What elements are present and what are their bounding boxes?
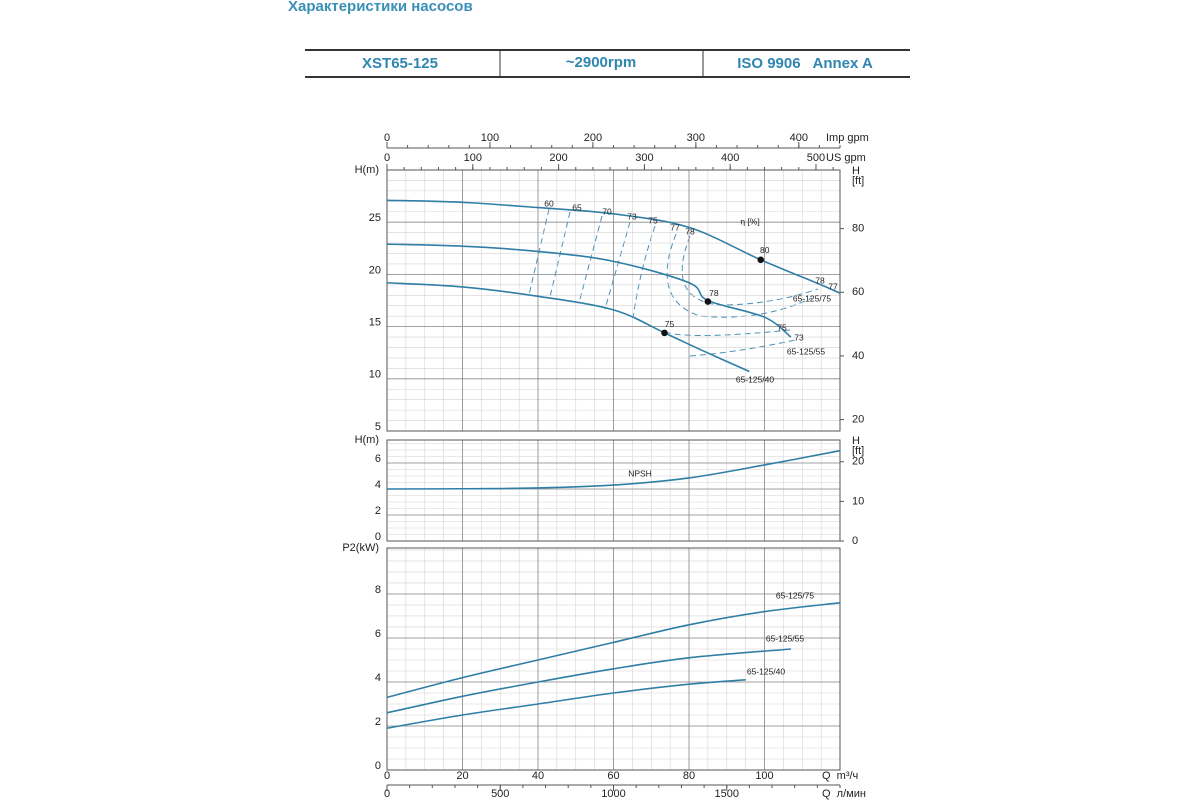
curve xyxy=(386,281,750,373)
x2-tick-label: 0 xyxy=(384,152,390,164)
curve xyxy=(386,449,841,490)
curve-label: 65-125/75 xyxy=(793,293,832,303)
x2-axis-label: Imp gpm xyxy=(826,132,869,144)
table-cell: ~2900rpm xyxy=(566,54,636,71)
plot-frame xyxy=(386,547,841,771)
curve xyxy=(386,601,841,699)
y-tick-label: 6 xyxy=(375,628,381,640)
x3-axis-label: Q л/мин xyxy=(822,788,866,800)
best-efficiency-point xyxy=(704,298,712,305)
efficiency-label: 78 xyxy=(815,275,825,285)
efficiency-label: 65 xyxy=(572,202,582,212)
efficiency-label: 77 xyxy=(670,222,680,232)
efficiency-label: η [%] xyxy=(740,216,759,226)
x2-tick-label: 400 xyxy=(790,132,808,144)
y-tick-label: 0 xyxy=(375,531,381,543)
efficiency-label: 75 xyxy=(648,215,658,225)
x3-tick-label: 1000 xyxy=(601,788,625,800)
y-tick-label: 20 xyxy=(369,264,381,276)
x3-tick-label: 500 xyxy=(491,788,509,800)
y2-tick-label: 20 xyxy=(852,413,864,425)
y-tick-label: 10 xyxy=(369,369,381,381)
y2-tick-label: 80 xyxy=(852,223,864,235)
x-tick-label: 60 xyxy=(607,770,619,782)
x3-tick-label: 0 xyxy=(384,788,390,800)
efficiency-label: 77 xyxy=(828,281,838,291)
y2-axis-label: H xyxy=(852,165,860,177)
x-tick-label: 80 xyxy=(683,770,695,782)
x-axis-label: Q m³/ч xyxy=(822,770,858,782)
page-title: Характеристики насосов xyxy=(288,0,473,15)
curve xyxy=(386,243,792,338)
x-tick-label: 100 xyxy=(755,770,773,782)
curve xyxy=(386,648,791,714)
curve-label: 65-125/40 xyxy=(747,666,786,676)
curve xyxy=(386,678,746,729)
curve-label: 65-125/55 xyxy=(766,633,805,643)
x-tick-label: 40 xyxy=(532,770,544,782)
x2-tick-label: 200 xyxy=(584,132,602,144)
y-tick-label: 6 xyxy=(375,453,381,465)
x2-tick-label: 200 xyxy=(549,152,567,164)
curve-label: 65-125/55 xyxy=(787,346,826,356)
curve-label: 65-125/75 xyxy=(776,590,815,600)
efficiency-label: 75 xyxy=(777,322,787,332)
y-tick-label: 2 xyxy=(375,716,381,728)
x2-tick-label: 300 xyxy=(687,132,705,144)
curve-label: 65-125/40 xyxy=(736,374,775,384)
x2-tick-label: 100 xyxy=(481,132,499,144)
x-tick-label: 0 xyxy=(384,770,390,782)
y-tick-label: 25 xyxy=(369,212,381,224)
best-efficiency-point xyxy=(757,256,765,264)
y2-tick-label: 60 xyxy=(852,286,864,298)
x2-tick-label: 0 xyxy=(384,132,390,144)
x2-tick-label: 400 xyxy=(721,152,739,164)
y-tick-label: 15 xyxy=(369,317,381,329)
y-tick-label: 0 xyxy=(375,760,381,772)
y2-axis-label: H xyxy=(852,435,860,447)
efficiency-label: 73 xyxy=(627,211,637,221)
y-axis-label: H(m) xyxy=(355,164,379,176)
efficiency-label: 75 xyxy=(665,319,675,329)
y-tick-label: 2 xyxy=(375,505,381,517)
best-efficiency-point xyxy=(661,329,668,337)
y-tick-label: 8 xyxy=(375,584,381,596)
y2-axis-label: [ft] xyxy=(852,445,864,457)
y-tick-label: 4 xyxy=(375,672,381,684)
y2-tick-label: 20 xyxy=(852,456,864,468)
y-tick-label: 4 xyxy=(375,479,381,491)
curve-label: NPSH xyxy=(628,468,652,478)
y2-axis-label: [ft] xyxy=(852,175,864,187)
efficiency-label: 78 xyxy=(709,288,719,298)
plot-frame xyxy=(386,439,841,542)
efficiency-label: 73 xyxy=(794,332,804,342)
x2-tick-label: 500 xyxy=(807,152,825,164)
efficiency-label: 60 xyxy=(544,198,554,208)
x3-tick-label: 1500 xyxy=(715,788,739,800)
y-tick-label: 5 xyxy=(375,421,381,433)
y-axis-label: P2(kW) xyxy=(342,542,379,554)
table-cell: ISO 9906 Annex A xyxy=(737,55,873,72)
efficiency-label: 78 xyxy=(685,226,695,236)
y2-tick-label: 0 xyxy=(852,535,858,547)
x-tick-label: 20 xyxy=(456,770,468,782)
curve xyxy=(386,199,841,294)
y-axis-label: H(m) xyxy=(355,434,379,446)
y2-tick-label: 40 xyxy=(852,350,864,362)
efficiency-label: 70 xyxy=(602,206,612,216)
x2-tick-label: 300 xyxy=(635,152,653,164)
x2-axis-label: US gpm xyxy=(826,152,866,164)
y2-tick-label: 10 xyxy=(852,495,864,507)
efficiency-label: 80 xyxy=(760,245,770,255)
table-cell: XST65-125 xyxy=(362,55,438,72)
x2-tick-label: 100 xyxy=(464,152,482,164)
